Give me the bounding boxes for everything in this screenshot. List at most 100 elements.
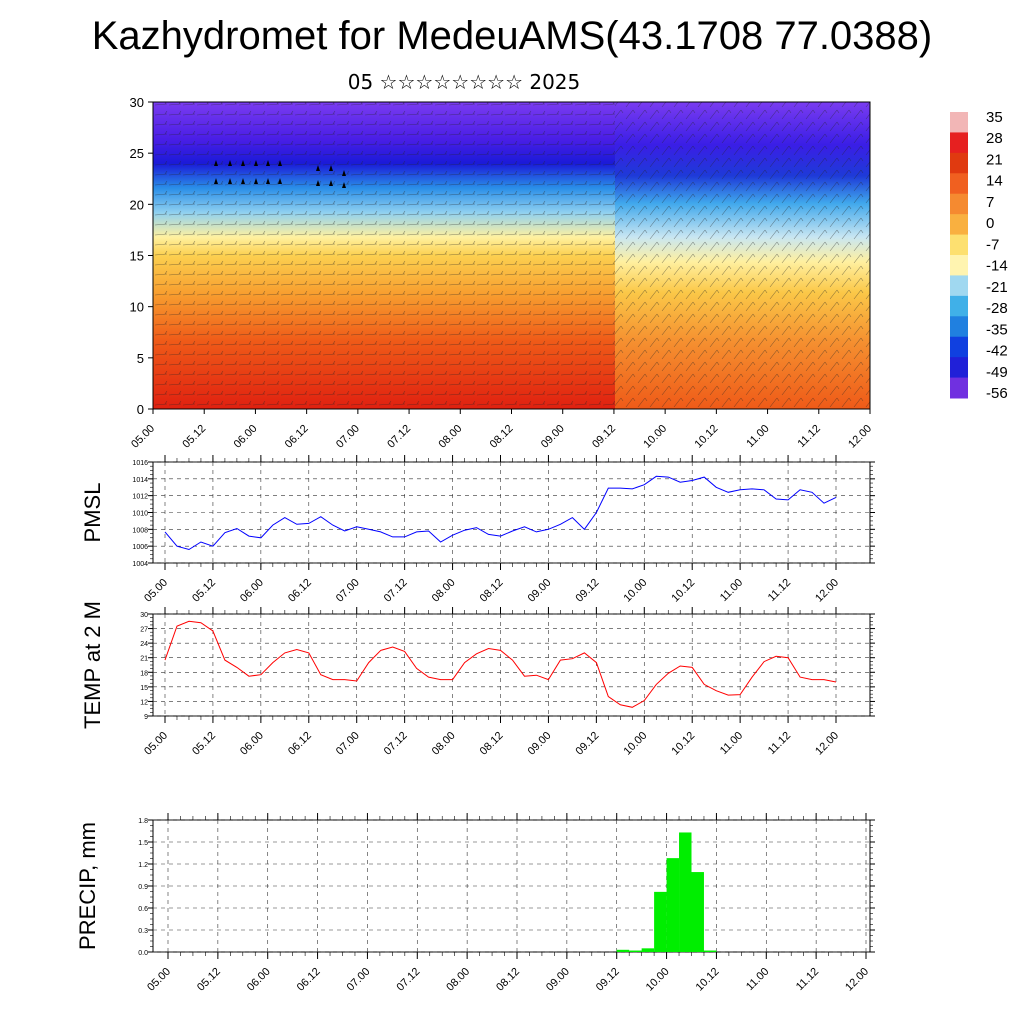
heatmap-y-tick-label: 10 (130, 300, 144, 315)
y-tick-label: 0.6 (138, 906, 148, 913)
wind-barb-marker (254, 178, 258, 184)
wind-barb-marker (316, 180, 320, 186)
colorbar-label: 28 (986, 130, 1003, 147)
colorbar-swatch (950, 316, 968, 338)
colorbar: 35 28 21 14 7 0 -7 -14 -21 -28 -35 -42 -49 -56 (950, 109, 1008, 402)
y-tick-label: 1016 (132, 460, 148, 467)
series-line (164, 475, 837, 551)
colorbar-swatch (950, 357, 968, 379)
precip-bar (641, 948, 655, 952)
y-tick-label: 1006 (132, 544, 148, 551)
x-tick-label: 12.00 (813, 730, 841, 758)
heatmap-x-tick-label: 07.12 (385, 423, 413, 451)
wind-barb-field-right (615, 102, 870, 409)
x-tick-label: 09.12 (574, 730, 602, 758)
colorbar-swatch (950, 275, 968, 297)
series-line (164, 620, 837, 708)
x-tick-label: 05.12 (190, 730, 218, 758)
colorbar-swatch (950, 152, 968, 174)
colorbar-label: -56 (986, 385, 1008, 402)
heatmap-x-tick-label: 05.00 (129, 423, 157, 451)
x-tick-label: 08.00 (430, 577, 458, 605)
x-tick-label: 06.00 (238, 577, 266, 605)
x-tick-label: 07.00 (345, 966, 373, 994)
x-tick-label: 09.00 (544, 966, 572, 994)
y-tick-label: 30 (140, 612, 148, 619)
x-tick-label: 06.00 (245, 966, 273, 994)
heatmap-y-tick-label: 30 (130, 95, 144, 110)
x-tick-label: 07.00 (334, 730, 362, 758)
x-tick-label: 06.12 (286, 577, 314, 605)
colorbar-swatch (950, 336, 968, 358)
colorbar-swatch (950, 214, 968, 236)
y-tick-label: 1.5 (138, 840, 148, 847)
y-tick-label: 0.3 (138, 928, 148, 935)
x-tick-label: 05.00 (142, 577, 170, 605)
y-tick-label: 18 (140, 670, 148, 677)
chart-title: Kazhydromet for MedeuAMS(43.1708 77.0388… (91, 14, 933, 58)
x-tick-label: 08.12 (478, 577, 506, 605)
x-tick-label: 10.12 (669, 730, 697, 758)
colorbar-swatch (950, 377, 968, 399)
precip-bar (666, 858, 680, 952)
colorbar-label: -14 (986, 258, 1008, 275)
precip-bar (616, 949, 630, 952)
wind-barb-marker (266, 178, 270, 184)
precip-bar (691, 872, 704, 952)
colorbar-label: 7 (986, 194, 994, 211)
x-tick-label: 10.00 (621, 730, 649, 758)
x-tick-label: 05.00 (142, 730, 170, 758)
precip-bar (654, 891, 667, 952)
cross-section-heatmap: 0 5 10 15 20 25 30 05.00 05.12 06.00 06.12 07.00 07.… (129, 95, 874, 451)
y-axis-label: PRECIP, mm (75, 822, 100, 950)
colorbar-label: -7 (986, 236, 999, 253)
colorbar-label: -49 (986, 364, 1008, 381)
wind-barb-marker (329, 165, 333, 171)
panel-frame (152, 613, 871, 717)
heatmap-y-tick-label: 25 (130, 146, 144, 161)
heatmap-y-tick-label: 20 (130, 197, 144, 212)
x-tick-label: 07.00 (334, 577, 362, 605)
heatmap-x-tick-label: 08.12 (488, 423, 516, 451)
wind-barb-marker (228, 178, 232, 184)
heatmap-x-tick-label: 06.12 (283, 423, 311, 451)
colorbar-swatch (950, 295, 968, 317)
heatmap-x-tick-label: 08.00 (436, 423, 464, 451)
y-tick-label: 27 (140, 627, 148, 634)
wind-barb-marker (316, 165, 320, 171)
colorbar-swatch (950, 132, 968, 154)
x-tick-label: 09.00 (526, 577, 554, 605)
wind-barb-field (153, 102, 615, 409)
heatmap-y-tick-label: 15 (130, 249, 144, 264)
y-tick-label: 1012 (132, 494, 148, 501)
x-tick-label: 11.12 (766, 577, 793, 604)
y-axis-label: PMSL (80, 483, 105, 543)
y-tick-label: 1.2 (138, 862, 148, 869)
wind-barb-marker (342, 170, 346, 176)
heatmap-x-tick-label: 06.00 (232, 423, 260, 451)
heatmap-x-tick-label: 09.00 (539, 423, 567, 451)
y-tick-label: 12 (140, 699, 148, 706)
x-tick-label: 08.00 (430, 730, 458, 758)
x-tick-label: 10.12 (669, 577, 697, 605)
heatmap-x-tick-label: 05.12 (180, 423, 208, 451)
x-tick-label: 06.12 (295, 966, 323, 994)
precip-panel: 0.0 0.3 0.6 0.9 1.2 1.5 1.8 05.00 05.12 06.00 06.1… (75, 813, 875, 994)
colorbar-label: -28 (986, 300, 1008, 317)
x-tick-label: 09.12 (574, 577, 602, 605)
pmsl-panel: 1004 1006 1008 1010 1012 1014 1016 05.00 05.12 06… (80, 455, 875, 605)
colorbar-label: -21 (986, 279, 1008, 296)
chart-subtitle: 05 ☆☆☆☆☆☆☆☆ 2025 (347, 70, 581, 94)
x-tick-label: 11.12 (766, 730, 793, 757)
x-tick-label: 08.12 (494, 966, 522, 994)
x-tick-label: 06.00 (238, 730, 266, 758)
x-tick-label: 10.12 (694, 966, 722, 994)
heatmap-x-tick-label: 10.12 (693, 423, 721, 451)
x-tick-label: 11.00 (718, 577, 745, 604)
wind-barb-marker (214, 178, 218, 184)
x-tick-label: 08.12 (478, 730, 506, 758)
y-tick-label: 21 (140, 656, 148, 663)
x-tick-label: 11.12 (794, 966, 821, 993)
colorbar-swatch (950, 173, 968, 195)
colorbar-label: 0 (986, 215, 994, 232)
